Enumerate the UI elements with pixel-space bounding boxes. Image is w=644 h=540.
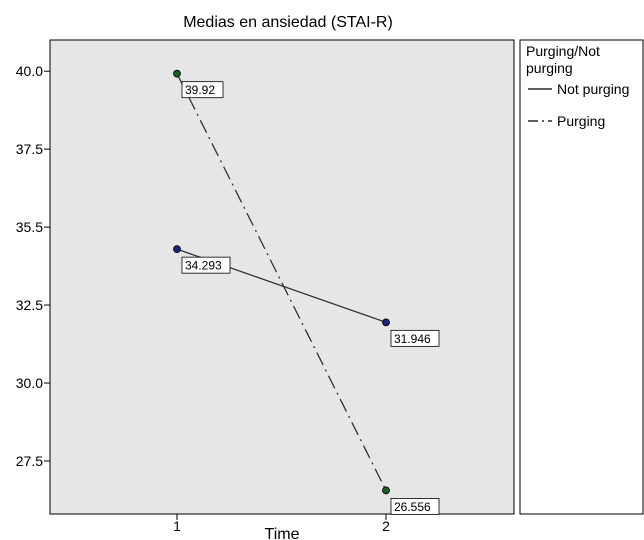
svg-text:39.92: 39.92 <box>185 83 215 97</box>
legend-title: Purging/Not purging <box>526 43 604 76</box>
data-label-purging-time2: 26.556 <box>390 498 440 515</box>
y-axis-ticks: 27.5 30.0 32.5 35.5 37.5 40.0 <box>16 63 50 469</box>
data-label-not-purging-time1: 34.293 <box>181 256 231 274</box>
data-label-not-purging-time2: 31.946 <box>390 329 440 347</box>
y-tick-label: 32.5 <box>16 297 43 313</box>
legend-box <box>519 39 644 515</box>
y-tick-label: 37.5 <box>16 141 43 157</box>
legend-label-not-purging: Not purging <box>557 81 629 97</box>
x-tick-label-1: 1 <box>173 518 181 534</box>
data-point-purging-time1 <box>173 69 181 78</box>
svg-text:26.556: 26.556 <box>394 500 431 514</box>
y-tick-label: 40.0 <box>16 63 43 79</box>
chart-title: Medias en ansiedad (STAI-R) <box>183 14 393 31</box>
y-tick-label: 27.5 <box>16 453 43 469</box>
x-axis-title: Time <box>265 526 300 540</box>
legend-label-purging: Purging <box>557 113 605 129</box>
y-tick-label: 30.0 <box>16 375 43 391</box>
data-point-not-purging-time1 <box>173 245 181 254</box>
data-point-not-purging-time2 <box>382 318 390 327</box>
x-tick-label-2: 2 <box>382 518 390 534</box>
data-label-purging-time1: 39.92 <box>181 81 224 99</box>
legend-title-line-1: Purging/Not <box>526 43 600 59</box>
legend: Purging/Not purging Not purging Purging <box>519 39 644 515</box>
x-axis-ticks: 1 2 <box>173 514 390 534</box>
svg-text:31.946: 31.946 <box>394 332 431 346</box>
data-point-purging-time2 <box>382 486 390 495</box>
plot-area <box>49 39 515 515</box>
svg-text:34.293: 34.293 <box>185 259 222 273</box>
y-tick-label: 35.5 <box>16 219 43 235</box>
legend-title-line-2: purging <box>526 60 573 76</box>
